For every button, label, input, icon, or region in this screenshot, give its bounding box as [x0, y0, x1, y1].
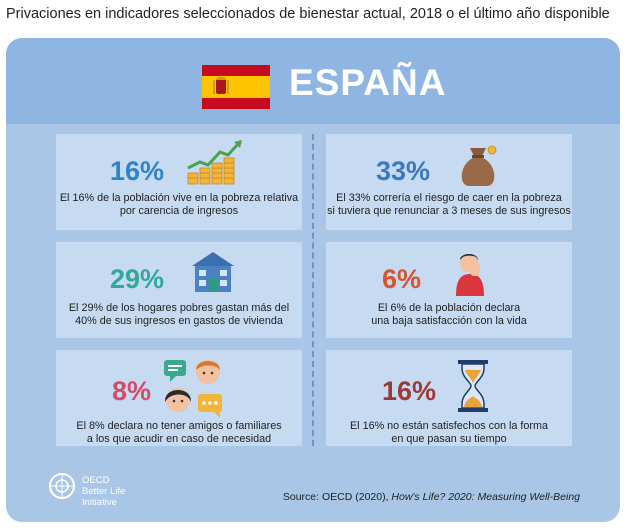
indicator-description: El 8% declara no tener amigos o familiar…: [76, 420, 282, 445]
oecd-logo-icon: [49, 473, 75, 499]
country-name: ESPAÑA: [289, 62, 447, 103]
indicator-card-poverty-risk: 33% El 33% correría el riesgo de caer en…: [326, 134, 572, 230]
indicator-card-housing: 29% El 29% de los hogares pobres gastan …: [56, 242, 302, 338]
indicator-value: 33%: [376, 156, 431, 186]
indicator-card-time-use: 16% El 16% no están satisfechos con la f…: [326, 350, 572, 446]
oecd-better-life-logo: OECD Better Life Initiative: [82, 475, 126, 508]
indicator-value: 16%: [110, 156, 165, 186]
indicator-card-poverty: 16% El 16% de la población vive en la po…: [56, 134, 302, 230]
spain-flag-icon: [202, 65, 270, 109]
hourglass-icon: [458, 360, 488, 412]
sad-person-icon: [456, 254, 484, 296]
money-bag-icon: [461, 145, 497, 186]
indicator-description: El 16% de la población vive en la pobrez…: [59, 192, 299, 217]
source-citation: Source: OECD (2020), How's Life? 2020: M…: [282, 491, 580, 503]
growth-coins-icon: [187, 140, 242, 185]
indicator-value: 6%: [382, 264, 422, 294]
indicator-description: El 29% de los hogares pobres gastan más …: [68, 302, 290, 327]
indicator-value: 8%: [112, 376, 152, 406]
infographic-panel: ESPAÑA 16% El 16% de la población vive e…: [6, 38, 620, 522]
chat-people-icon: [164, 360, 222, 418]
indicator-value: 16%: [382, 376, 437, 406]
indicator-description: El 6% de la población declara una baja s…: [371, 302, 527, 327]
indicator-description: El 33% correría el riesgo de caer en la …: [327, 192, 571, 217]
indicator-value: 29%: [110, 264, 165, 294]
page-title: Privaciones en indicadores seleccionados…: [6, 6, 610, 22]
house-icon: [192, 252, 234, 292]
indicator-description: El 16% no están satisfechos con la forma…: [349, 420, 549, 445]
country-header: ESPAÑA: [6, 38, 620, 124]
indicator-card-social-support: 8% El 8% declara no tener amigos o famil…: [56, 350, 302, 446]
indicator-card-life-satisfaction: 6% El 6% de la población declara una baj…: [326, 242, 572, 338]
column-divider: [312, 134, 314, 446]
